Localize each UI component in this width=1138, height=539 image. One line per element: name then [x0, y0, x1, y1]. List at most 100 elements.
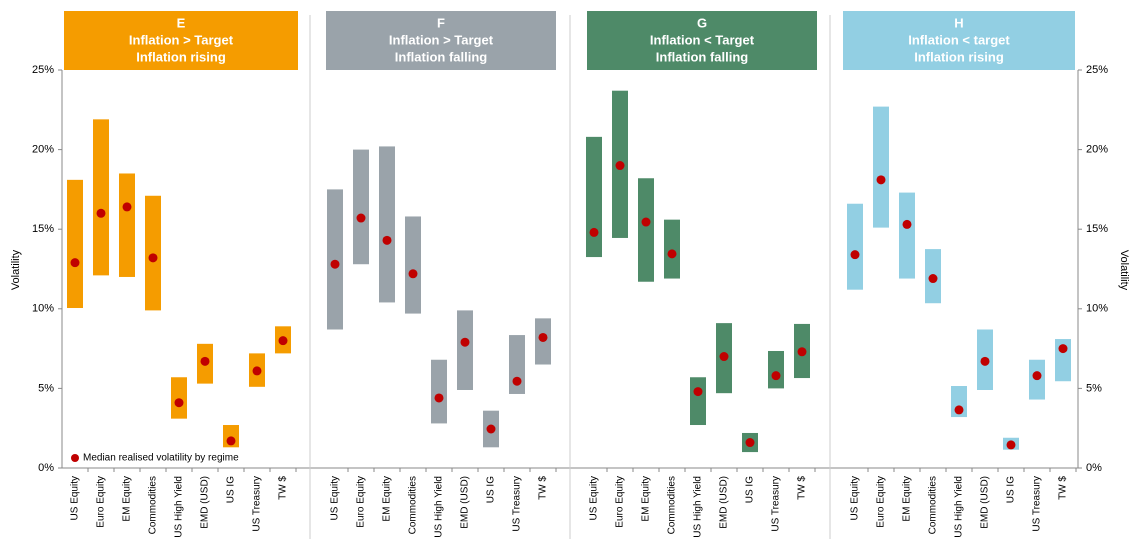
panel-title: F	[437, 15, 445, 30]
panel-title: G	[697, 15, 707, 30]
x-tick-label: EMD (USD)	[460, 476, 471, 529]
median-marker	[641, 217, 651, 227]
panel-subtitle: Inflation > Target	[389, 32, 494, 47]
y-tick-label: 20%	[32, 144, 54, 156]
median-marker	[70, 258, 80, 268]
x-tick-label: EM Equity	[382, 476, 393, 522]
y2-tick-label: 20%	[1086, 144, 1108, 156]
median-marker	[850, 250, 860, 260]
median-marker	[226, 436, 236, 446]
range-bar	[119, 173, 135, 277]
x-tick-label: TW $	[538, 476, 549, 500]
median-marker	[693, 387, 703, 397]
median-marker	[460, 337, 470, 347]
y2-tick-label: 5%	[1086, 382, 1102, 394]
median-marker	[928, 274, 938, 284]
median-marker	[434, 393, 444, 403]
range-bar	[379, 146, 395, 303]
x-tick-label: US High Yield	[174, 476, 185, 538]
range-bar	[353, 149, 369, 265]
x-tick-label: US Equity	[850, 476, 861, 520]
x-tick-label: Commodities	[408, 476, 419, 534]
median-marker	[356, 213, 366, 223]
median-marker	[1032, 371, 1042, 381]
x-tick-label: EMD (USD)	[200, 476, 211, 529]
x-tick-label: TW $	[278, 476, 289, 500]
median-marker	[382, 235, 392, 245]
median-marker	[902, 219, 912, 229]
panel-subtitle: Inflation falling	[395, 49, 487, 64]
y2-tick-label: 25%	[1086, 64, 1108, 76]
median-marker	[980, 356, 990, 366]
panel-header	[326, 11, 556, 70]
median-marker	[589, 227, 599, 237]
median-marker	[745, 438, 755, 448]
median-marker	[122, 202, 132, 212]
range-bar	[93, 119, 109, 276]
x-tick-label: EM Equity	[641, 476, 652, 522]
panel-header	[587, 11, 817, 70]
x-tick-label: EM Equity	[902, 476, 913, 522]
legend-label: Median realised volatility by regime	[83, 453, 239, 464]
median-marker	[876, 175, 886, 185]
panel-subtitle: Inflation > Target	[129, 32, 234, 47]
x-tick-label: US High Yield	[693, 476, 704, 538]
legend-marker	[71, 454, 79, 462]
median-marker	[96, 208, 106, 218]
x-tick-label: Commodities	[148, 476, 159, 534]
range-bar	[899, 192, 915, 279]
median-marker	[408, 269, 418, 279]
x-tick-label: Commodities	[928, 476, 939, 534]
panel-subtitle: Inflation < target	[908, 32, 1010, 47]
median-marker	[538, 332, 548, 342]
median-marker	[771, 371, 781, 381]
y-tick-label: 25%	[32, 64, 54, 76]
median-marker	[330, 259, 340, 269]
median-marker	[200, 356, 210, 366]
x-tick-label: US IG	[486, 476, 497, 503]
median-marker	[615, 161, 625, 171]
panel-subtitle: Inflation < Target	[650, 32, 755, 47]
range-bar	[67, 179, 83, 309]
x-tick-label: US IG	[745, 476, 756, 503]
y2-tick-label: 10%	[1086, 303, 1108, 315]
x-tick-label: EMD (USD)	[980, 476, 991, 529]
median-marker	[174, 398, 184, 408]
x-tick-label: US Treasury	[512, 476, 523, 532]
median-marker	[1058, 344, 1068, 354]
panel-subtitle: Inflation rising	[136, 49, 226, 64]
x-tick-label: US Treasury	[252, 476, 263, 532]
median-marker	[797, 347, 807, 357]
y-tick-label: 15%	[32, 223, 54, 235]
median-marker	[486, 424, 496, 434]
median-marker	[1006, 440, 1016, 450]
range-bar	[690, 377, 706, 426]
y-tick-label: 0%	[38, 462, 54, 474]
median-marker	[954, 405, 964, 415]
panel-subtitle: Inflation falling	[656, 49, 748, 64]
range-bar	[847, 203, 863, 290]
panel-title: E	[177, 15, 186, 30]
x-tick-label: US Treasury	[1032, 476, 1043, 532]
panel-title: H	[954, 15, 963, 30]
x-tick-label: Euro Equity	[876, 476, 887, 528]
y-tick-label: 10%	[32, 303, 54, 315]
median-marker	[719, 352, 729, 362]
x-tick-label: EM Equity	[122, 476, 133, 522]
x-tick-label: Euro Equity	[615, 476, 626, 528]
x-tick-label: Euro Equity	[96, 476, 107, 528]
y2-tick-label: 15%	[1086, 223, 1108, 235]
x-tick-label: Euro Equity	[356, 476, 367, 528]
median-marker	[148, 253, 158, 263]
y-tick-label: 5%	[38, 382, 54, 394]
range-bar	[873, 106, 889, 228]
x-tick-label: Commodities	[667, 476, 678, 534]
range-bar	[768, 350, 784, 389]
range-bar	[405, 216, 421, 314]
range-bar	[145, 195, 161, 311]
y-axis-label: Volatility	[10, 249, 22, 290]
range-bar	[327, 189, 343, 330]
panel-header	[843, 11, 1075, 70]
range-bar	[431, 359, 447, 424]
